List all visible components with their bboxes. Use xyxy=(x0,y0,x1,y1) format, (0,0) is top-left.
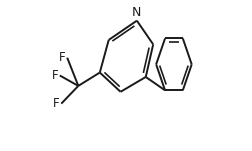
Text: F: F xyxy=(51,69,58,82)
Text: F: F xyxy=(53,97,59,110)
Text: N: N xyxy=(132,6,141,19)
Text: F: F xyxy=(59,51,66,64)
